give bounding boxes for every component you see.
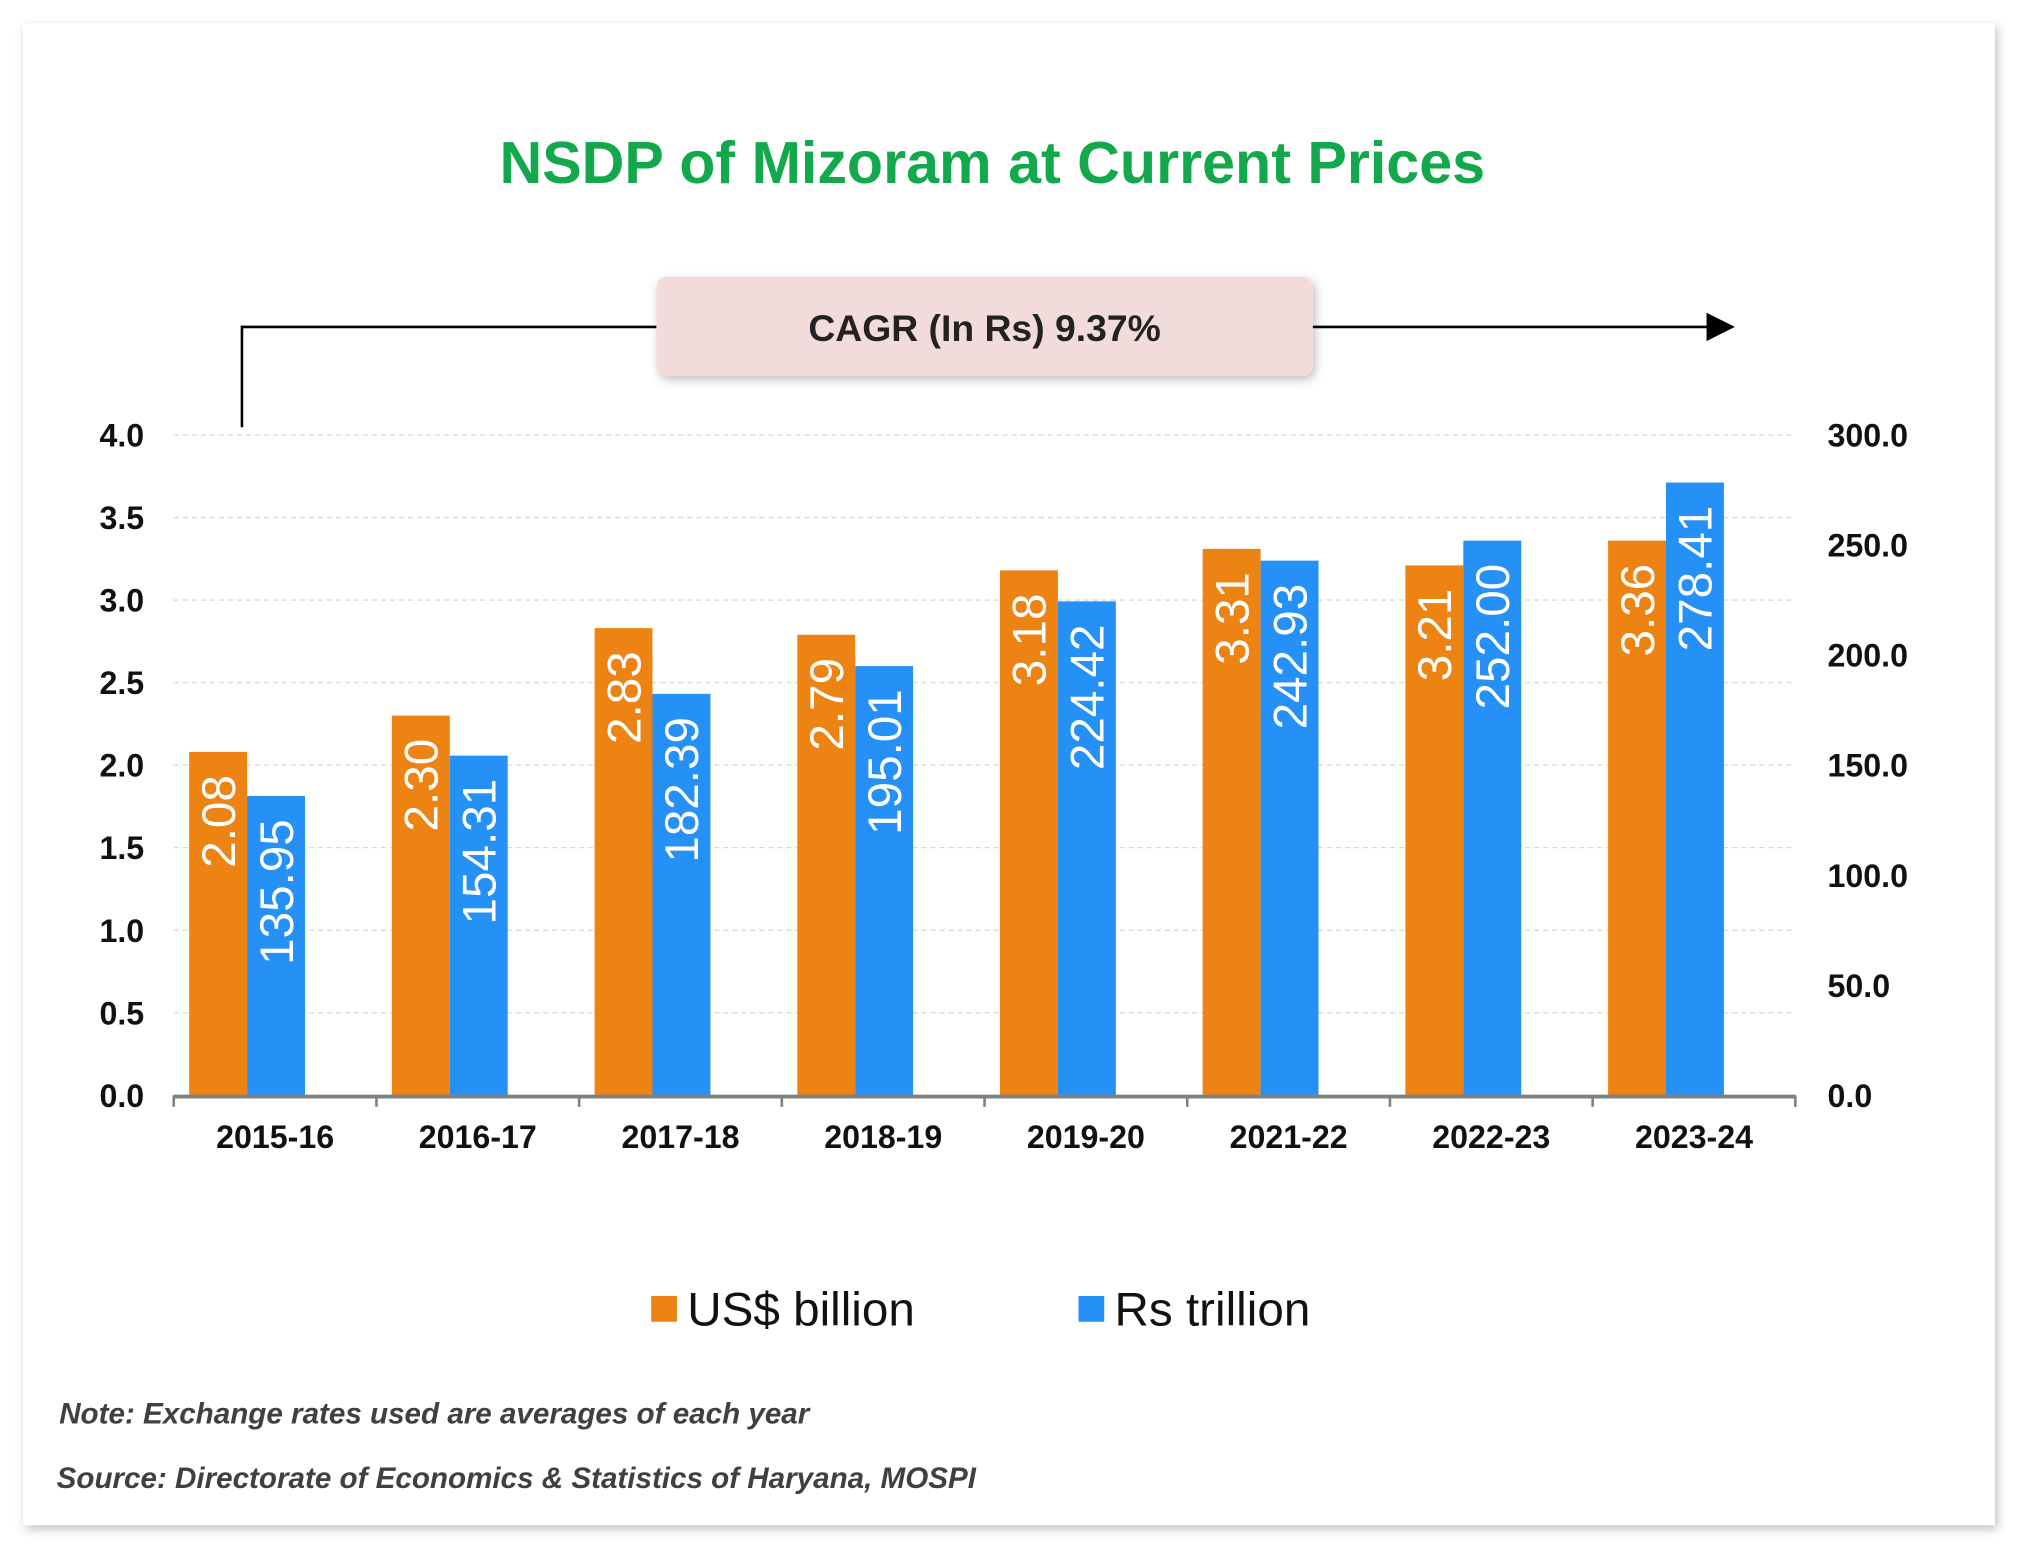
legend-label-rs: Rs trillion <box>1115 1284 1311 1337</box>
bar-usd <box>189 751 248 1096</box>
legend-label-usd: US$ billion <box>687 1284 915 1337</box>
right-axis-tick-label: 250.0 <box>1828 528 1908 564</box>
right-axis-tick-label: 200.0 <box>1828 638 1908 674</box>
bar-rs <box>449 755 508 1096</box>
left-axis-tick-label: 1.0 <box>99 913 144 949</box>
data-label: 2.83 <box>598 651 651 744</box>
left-axis-tick-label: 2.0 <box>99 748 144 784</box>
data-label: 3.31 <box>1206 572 1259 665</box>
bar-usd <box>797 634 856 1096</box>
bar-usd <box>1405 565 1464 1096</box>
bar-rs <box>247 796 306 1096</box>
cagr-annotation: CAGR (In Rs) 9.37% <box>240 276 1735 428</box>
data-label: 242.93 <box>1264 584 1317 730</box>
x-axis-category-label: 2021-22 <box>1230 1119 1348 1155</box>
x-axis-category-label: 2018-19 <box>824 1119 942 1155</box>
left-axis-tick-label: 1.5 <box>99 830 144 866</box>
bar-rs <box>1057 601 1116 1096</box>
data-label: 195.01 <box>859 689 912 835</box>
data-label: 3.18 <box>1004 594 1057 687</box>
x-axis-category-label: 2016-17 <box>419 1119 537 1155</box>
legend-swatch-rs <box>1078 1296 1105 1322</box>
left-axis-tick-label: 2.5 <box>99 665 144 701</box>
x-axis-category-label: 2022-23 <box>1432 1119 1550 1155</box>
cagr-box <box>656 276 1313 376</box>
x-axis-category-label: 2015-16 <box>216 1119 334 1155</box>
bar-rs <box>1463 540 1522 1096</box>
right-axis-tick-label: 150.0 <box>1828 748 1908 784</box>
bar-usd <box>391 715 450 1096</box>
x-axis-category-label: 2019-20 <box>1027 1119 1145 1155</box>
left-axis-tick-label: 3.0 <box>99 583 144 619</box>
left-axis-tick-label: 3.5 <box>99 500 144 536</box>
legend: US$ billion Rs trillion <box>651 1284 1310 1337</box>
x-axis-category-label: 2023-24 <box>1635 1119 1753 1155</box>
bar-rs <box>1260 560 1319 1096</box>
right-axis-tick-label: 50.0 <box>1828 968 1891 1004</box>
data-label: 2.30 <box>396 739 449 832</box>
data-label: 2.79 <box>801 658 854 751</box>
data-label: 224.42 <box>1062 625 1115 771</box>
right-axis-tick-label: 0.0 <box>1828 1078 1873 1114</box>
x-axis-category-label: 2017-18 <box>621 1119 739 1155</box>
bar-rs <box>652 693 711 1096</box>
bar-usd <box>999 570 1058 1096</box>
data-label: 252.00 <box>1467 564 1520 710</box>
arrow-head-icon <box>1706 312 1735 342</box>
data-label: 154.31 <box>453 779 506 925</box>
cagr-arrow-start <box>240 325 659 428</box>
data-label: 2.08 <box>193 775 246 868</box>
data-label: 182.39 <box>656 717 709 863</box>
chart-title: NSDP of Mizoram at Current Prices <box>499 129 1485 196</box>
cagr-label: CAGR (In Rs) 9.37% <box>808 307 1160 349</box>
data-label: 3.36 <box>1612 564 1665 657</box>
right-axis-tick-label: 300.0 <box>1828 418 1908 454</box>
left-axis-tick-label: 4.0 <box>99 418 144 454</box>
source-note: Source: Directorate of Economics & Stati… <box>57 1462 977 1495</box>
left-axis-tick-label: 0.5 <box>99 995 144 1031</box>
right-axis-tick-label: 100.0 <box>1828 858 1908 894</box>
left-axis-tick-label: 0.0 <box>99 1078 144 1114</box>
bar-rs <box>855 666 914 1096</box>
legend-swatch-usd <box>651 1296 677 1322</box>
data-label: 3.21 <box>1409 589 1462 682</box>
footnote: Note: Exchange rates used are averages o… <box>59 1397 811 1430</box>
bar-usd <box>594 628 653 1096</box>
bar-usd <box>1202 548 1261 1096</box>
bar-usd <box>1608 540 1667 1096</box>
data-label: 278.41 <box>1670 506 1723 652</box>
bar-rs <box>1666 482 1724 1096</box>
data-label: 135.95 <box>251 819 304 965</box>
